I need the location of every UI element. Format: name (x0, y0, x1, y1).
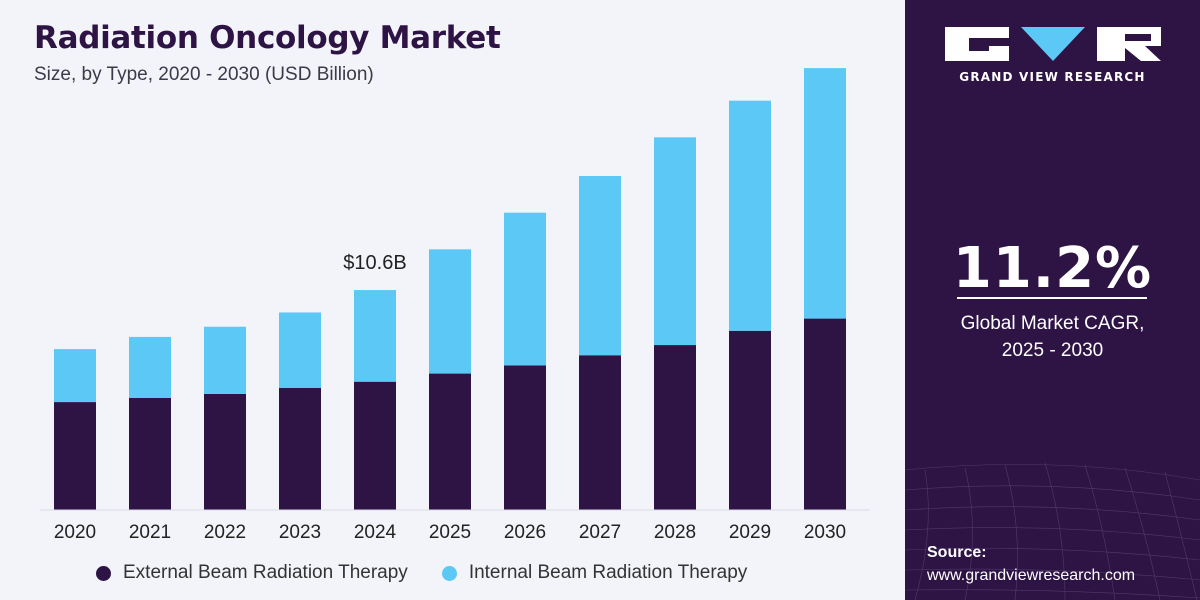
bar-external-2022 (204, 393, 246, 510)
x-tick-label-2020: 2020 (54, 522, 96, 543)
legend-label-external: External Beam Radiation Therapy (123, 562, 408, 583)
legend-item-external: External Beam Radiation Therapy (96, 562, 408, 584)
stacked-bar-chart: 2020 2021 2022 2023 2024 $10.6B 2025 2026 2027 20… (40, 68, 870, 543)
bar-internal-2021 (129, 336, 171, 398)
chart-legend: External Beam Radiation Therapy Internal… (96, 562, 781, 584)
source-label: Source: (927, 544, 987, 561)
bar-internal-2027 (579, 176, 621, 356)
cagr-divider (957, 297, 1147, 299)
bar-external-2020 (54, 402, 96, 510)
bar-external-2028 (654, 345, 696, 510)
bar-external-2029 (729, 330, 771, 510)
cagr-label-line1: Global Market CAGR, (960, 313, 1145, 334)
bar-external-2025 (429, 373, 471, 510)
chart-panel: Radiation Oncology Market Size, by Type,… (34, 20, 870, 584)
bar-external-2027 (579, 355, 621, 510)
cagr-label: Global Market CAGR, 2025 - 2030 (905, 310, 1200, 364)
logo-v-mark (1021, 27, 1085, 61)
mesh-background (905, 462, 1200, 600)
x-tick-label-2024: 2024 (354, 522, 397, 543)
chart-subtitle: Size, by Type, 2020 - 2030 (USD Billion) (34, 64, 374, 85)
bar-external-2021 (129, 398, 171, 510)
legend-label-internal: Internal Beam Radiation Therapy (468, 562, 748, 583)
bar-internal-2023 (279, 312, 321, 388)
logo-r-mark (1097, 27, 1161, 61)
bar-external-2030 (804, 318, 846, 510)
bar-internal-2025 (429, 249, 471, 374)
x-tick-label-2021: 2021 (129, 522, 171, 543)
logo-g-mark (945, 27, 1009, 61)
x-tick-label-2026: 2026 (504, 522, 546, 543)
legend-item-internal: Internal Beam Radiation Therapy (441, 562, 748, 584)
x-tick-label-2030: 2030 (804, 522, 846, 543)
bar-external-2023 (279, 387, 321, 510)
bar-internal-2028 (654, 137, 696, 346)
chart-title: Radiation Oncology Market (34, 20, 501, 56)
bar-external-2026 (504, 365, 546, 510)
legend-swatch-internal (441, 565, 457, 581)
x-tick-label-2027: 2027 (579, 522, 621, 543)
x-tick-label-2022: 2022 (204, 522, 246, 543)
cagr-value: 11.2% (952, 236, 1153, 301)
bar-internal-2029 (729, 100, 771, 331)
source-url[interactable]: www.grandviewresearch.com (927, 567, 1136, 584)
data-label-2024: $10.6B (343, 252, 406, 274)
bar-internal-2026 (504, 212, 546, 366)
bar-internal-2022 (204, 326, 246, 394)
x-tick-label-2029: 2029 (729, 522, 771, 543)
x-tick-label-2028: 2028 (654, 522, 696, 543)
bar-internal-2024 (354, 290, 396, 382)
x-tick-label-2025: 2025 (429, 522, 471, 543)
legend-swatch-external (96, 565, 111, 581)
cagr-label-line2: 2025 - 2030 (1001, 340, 1104, 361)
bar-internal-2030 (804, 68, 846, 319)
gvr-logo (945, 27, 1161, 61)
x-tick-label-2023: 2023 (279, 522, 321, 543)
side-panel: GRAND VIEW RESEARCH 11.2% Global Market … (905, 0, 1200, 600)
brand-name: GRAND VIEW RESEARCH (959, 70, 1146, 84)
bar-external-2024 (354, 381, 396, 510)
bar-internal-2020 (54, 349, 96, 403)
